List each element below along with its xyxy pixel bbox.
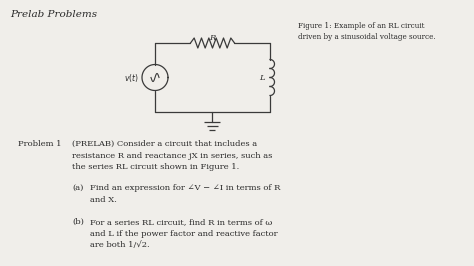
Text: (b): (b) bbox=[72, 218, 84, 226]
Text: (PRELAB) Consider a circuit that includes a
resistance R and reactance jX in ser: (PRELAB) Consider a circuit that include… bbox=[72, 140, 273, 171]
Text: Problem 1: Problem 1 bbox=[18, 140, 62, 148]
Text: R: R bbox=[210, 34, 216, 42]
Text: For a series RL circuit, find R in terms of ω
and L if the power factor and reac: For a series RL circuit, find R in terms… bbox=[90, 218, 278, 249]
Text: L: L bbox=[259, 73, 265, 81]
Text: Prelab Problems: Prelab Problems bbox=[10, 10, 97, 19]
Text: (a): (a) bbox=[72, 184, 83, 192]
Text: $v(t)$: $v(t)$ bbox=[124, 72, 139, 84]
Text: Find an expression for ∠V − ∠I in terms of R
and X.: Find an expression for ∠V − ∠I in terms … bbox=[90, 184, 281, 203]
Text: Figure 1: Example of an RL circuit
driven by a sinusoidal voltage source.: Figure 1: Example of an RL circuit drive… bbox=[298, 22, 436, 41]
